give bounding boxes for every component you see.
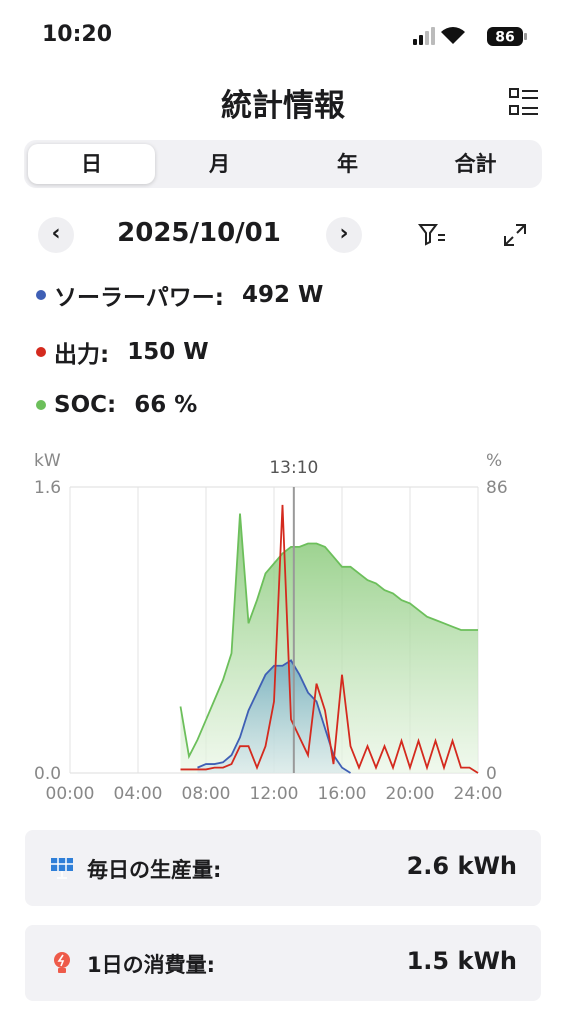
battery-level: 86	[495, 30, 514, 46]
card-value: 2.6 kWh	[406, 852, 517, 880]
card-label: 1日の消費量:	[87, 953, 216, 977]
status-time: 10:20	[42, 22, 113, 47]
chart: kW % 0.0 1.6 0 86 00:00 04:00 08:00 12:00 16:00 20:…	[34, 451, 508, 804]
legend-value: 150 W	[127, 339, 209, 365]
cursor-label: 13:10	[269, 458, 318, 478]
next-day[interactable]: ›	[326, 217, 362, 253]
summary-card: 毎日の生産量: 2.6 kWh	[25, 830, 541, 906]
legend-dot	[36, 290, 46, 300]
legend-label: 出力:	[54, 342, 110, 368]
x-tick-label: 20:00	[386, 784, 435, 804]
tab[interactable]: 年	[337, 152, 358, 176]
legend-value: 492 W	[241, 282, 324, 308]
tab-bar: 日 月 年 合計	[24, 140, 542, 188]
tab[interactable]: 合計	[454, 152, 497, 176]
card-icon	[51, 858, 73, 879]
series-line	[197, 659, 351, 774]
tab[interactable]: 月	[209, 152, 230, 176]
page-title: 統計情報	[221, 88, 345, 124]
card-icon	[54, 952, 70, 973]
expand-icon[interactable]	[502, 222, 528, 248]
tab[interactable]: 日	[28, 144, 155, 184]
x-tick-label: 24:00	[454, 784, 503, 804]
x-tick-label: 00:00	[46, 784, 95, 804]
summary-card: 1日の消費量: 1.5 kWh	[25, 925, 541, 1001]
series-area	[197, 660, 351, 773]
list-icon[interactable]	[508, 86, 540, 118]
legend-item: SOC: 66 %	[36, 392, 197, 418]
legend-label: SOC:	[54, 392, 117, 418]
y2-tick-label: 0	[486, 764, 497, 784]
x-tick-label: 16:00	[318, 784, 367, 804]
status-icons: 86	[413, 27, 527, 46]
card-value: 1.5 kWh	[406, 947, 517, 975]
y-tick-label: 1.6	[34, 478, 61, 498]
legend-dot	[36, 347, 46, 357]
y-tick-label: 0.0	[34, 764, 61, 784]
legend-dot	[36, 400, 46, 410]
x-tick-label: 04:00	[114, 784, 163, 804]
card-label: 毎日の生産量:	[87, 858, 222, 882]
y-axis-label: kW	[34, 451, 61, 471]
y2-axis-label: %	[486, 451, 502, 471]
x-tick-label: 08:00	[182, 784, 231, 804]
legend-item: ソーラーパワー: 492 W	[36, 278, 323, 312]
filter-icon[interactable]	[418, 222, 448, 248]
prev-day[interactable]: ‹	[38, 217, 74, 253]
y2-tick-label: 86	[486, 478, 508, 498]
legend-value: 66 %	[134, 392, 198, 418]
x-tick-label: 12:00	[250, 784, 299, 804]
legend-label: ソーラーパワー:	[54, 285, 224, 311]
series-line	[179, 513, 478, 760]
legend-item: 出力: 150 W	[36, 335, 209, 369]
series-line	[180, 504, 479, 774]
date: 2025/10/01	[117, 218, 281, 248]
